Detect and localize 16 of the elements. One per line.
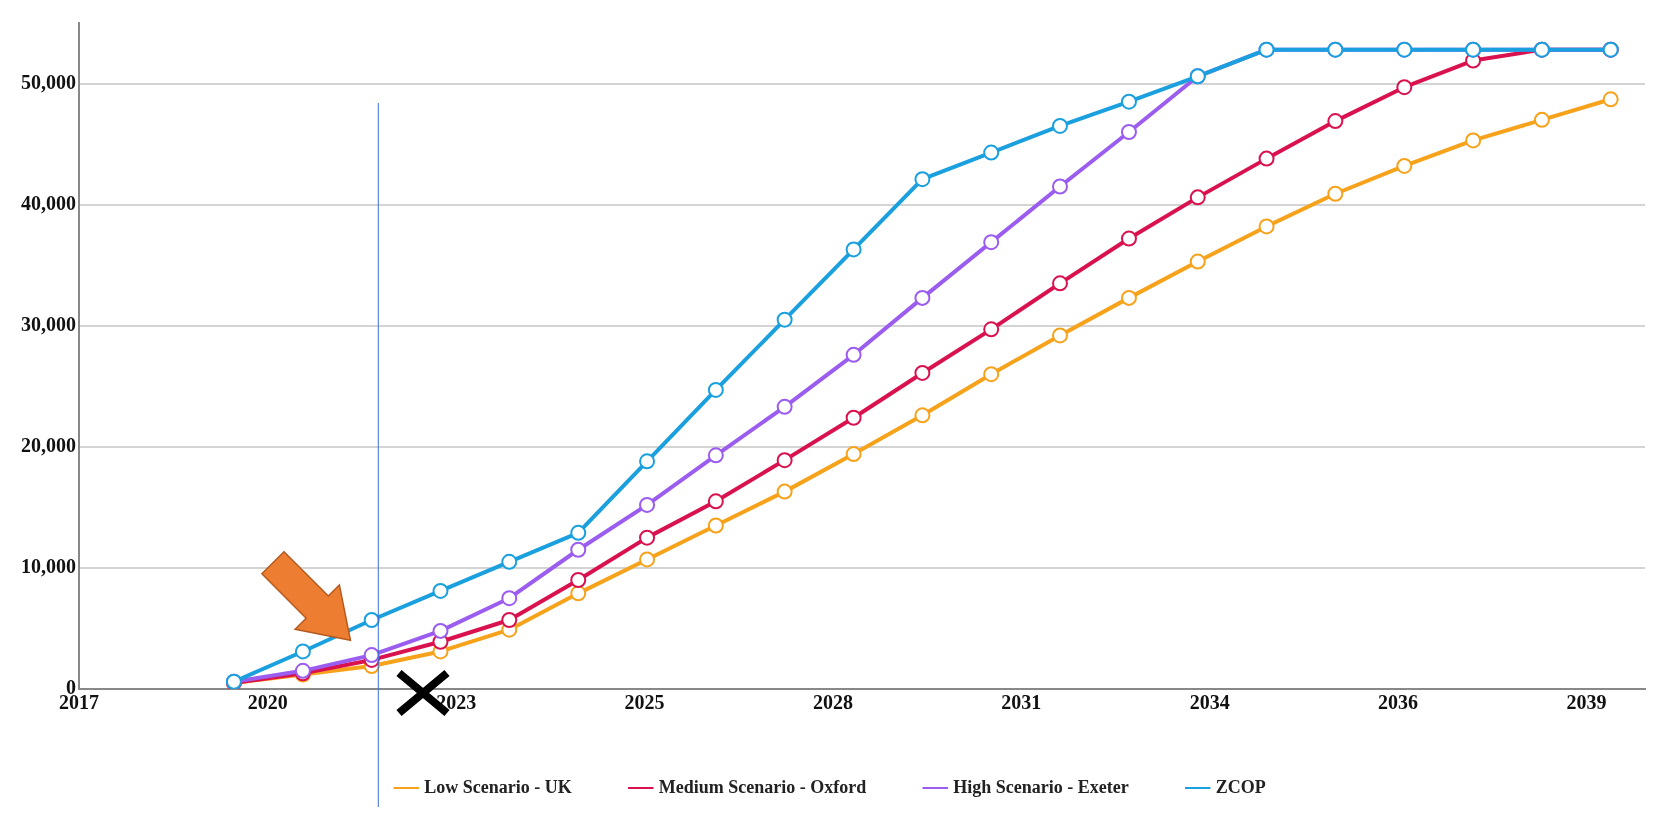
x-tick-label: 2020 xyxy=(247,691,288,714)
x-tick-label: 2036 xyxy=(1378,691,1419,714)
x-tick-label: 2025 xyxy=(624,691,665,714)
y-tick-label: 20,000 xyxy=(21,433,76,456)
x-tick-label: 2031 xyxy=(1001,691,1042,714)
y-tick-label: 40,000 xyxy=(21,191,76,214)
legend-label: Low Scenario - UK xyxy=(424,776,572,797)
y-tick-label: 30,000 xyxy=(21,312,76,335)
y-tick-label: 50,000 xyxy=(21,70,76,93)
x-tick-label: 2034 xyxy=(1189,691,1230,714)
y-tick-label: 10,000 xyxy=(21,555,76,578)
x-tick-label: 2039 xyxy=(1566,691,1607,714)
legend-label: High Scenario - Exeter xyxy=(953,776,1129,797)
legend-label: ZCOP xyxy=(1215,776,1266,797)
legend-label: Medium Scenario - Oxford xyxy=(658,776,867,797)
x-tick-label: 2028 xyxy=(812,691,853,714)
